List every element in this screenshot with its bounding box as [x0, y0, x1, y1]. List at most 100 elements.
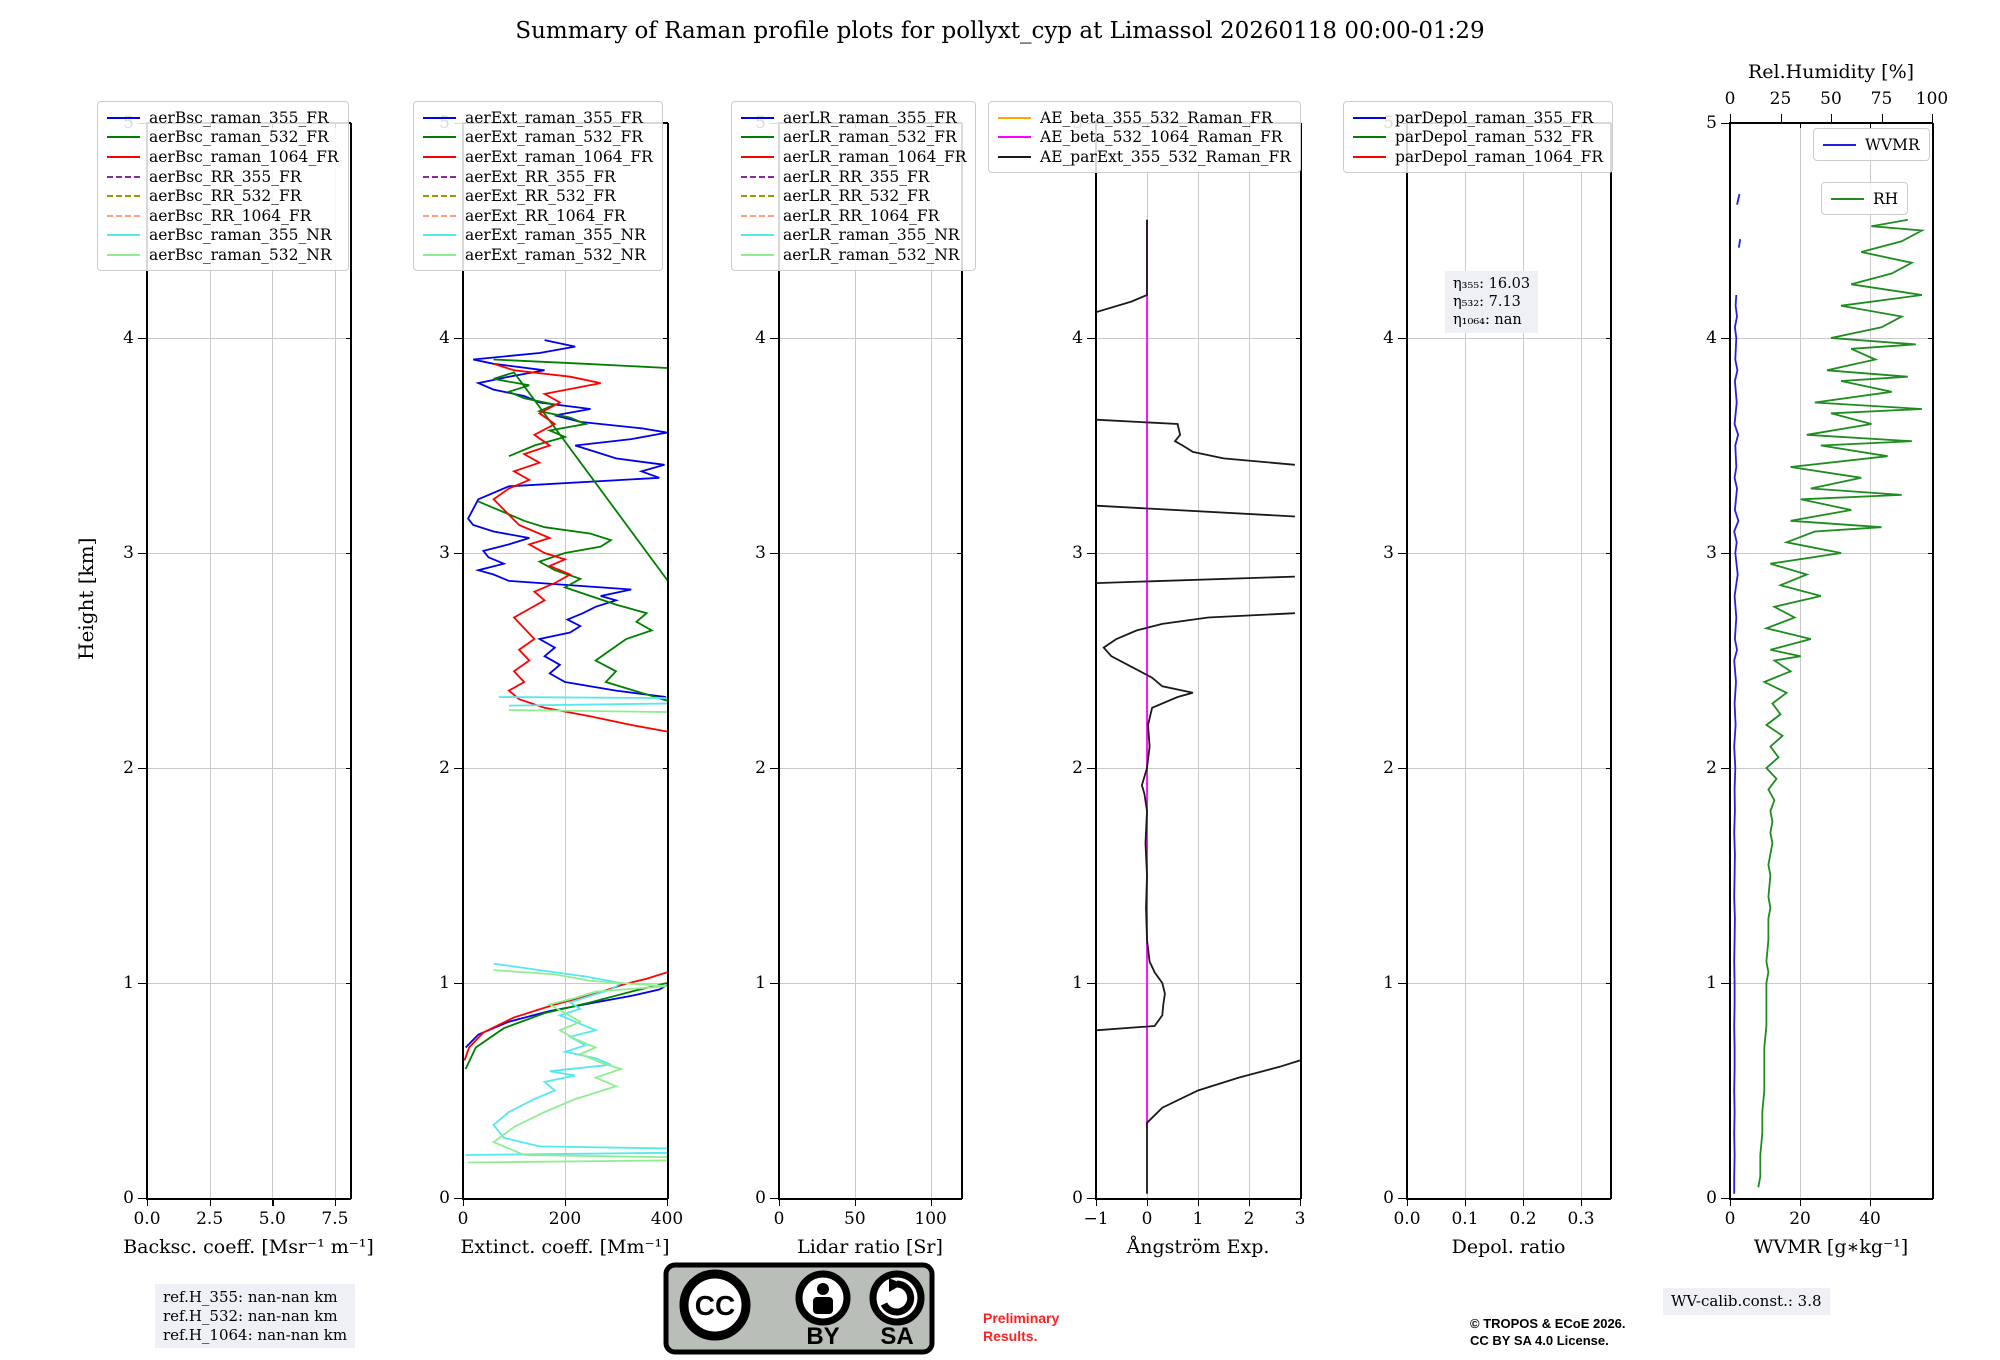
- legend-item: parDepol_raman_355_FR: [1353, 108, 1603, 128]
- y-tick-label: 2: [1706, 758, 1717, 778]
- legend-item-label: aerBsc_raman_1064_FR: [149, 147, 339, 166]
- v-gridline: [930, 123, 932, 1198]
- h-gridline: [463, 768, 667, 769]
- y-tick-inner: [1928, 338, 1933, 340]
- y-tick-inner: [1606, 983, 1611, 985]
- x-tick-label: 0: [1141, 1209, 1153, 1229]
- curve-aerExt_raman_532_NR: [508, 709, 667, 713]
- x-tick-inner: [1870, 123, 1872, 128]
- y-tick: [1087, 1198, 1095, 1200]
- curve-aerExt_raman_532_FR: [464, 982, 667, 1070]
- h-gridline: [779, 983, 961, 984]
- x-tick: [1300, 1198, 1302, 1206]
- legend-item-label: aerLR_raman_355_NR: [783, 226, 960, 245]
- y-tick: [1721, 1198, 1729, 1200]
- legend-item-label: aerBsc_raman_532_NR: [149, 245, 332, 264]
- rh-tick: [1932, 114, 1934, 122]
- v-gridline: [565, 123, 566, 1198]
- y-tick-label: 4: [755, 328, 766, 348]
- y-tick: [770, 553, 778, 555]
- legend-depol: parDepol_raman_355_FR parDepol_raman_532_…: [1343, 101, 1614, 173]
- y-tick: [454, 338, 462, 340]
- x-tick-label: 0: [773, 1209, 785, 1229]
- x-tick: [779, 1198, 781, 1206]
- legend-item-label: aerLR_RR_532_FR: [783, 187, 930, 206]
- h-gridline: [1730, 768, 1932, 769]
- legend-item-label: aerExt_RR_532_FR: [465, 187, 616, 206]
- y-tick: [1721, 768, 1729, 770]
- legend-line-sample: [741, 116, 774, 119]
- y-tick-label: 3: [439, 543, 450, 563]
- y-tick-inner: [1928, 1198, 1933, 1200]
- legend-line-sample: [423, 136, 456, 139]
- left-spine: [1406, 123, 1408, 1199]
- legend-item-label: AE_beta_532_1064_Raman_FR: [1040, 128, 1283, 147]
- v-gridline: [1870, 123, 1872, 1198]
- legend-line-sample: [107, 175, 140, 178]
- curve-aerExt_raman_355_NR: [498, 696, 667, 699]
- x-tick-label: −1: [1083, 1209, 1109, 1229]
- legend-item-label: aerBsc_RR_532_FR: [149, 187, 302, 206]
- legend-item-label: aerBsc_raman_355_FR: [149, 108, 329, 127]
- rh-tick: [1780, 114, 1782, 122]
- y-tick: [454, 553, 462, 555]
- eta-annotation: η₃₅₅: 16.03 η₅₃₂: 7.13 η₁₀₆₄: nan: [1445, 271, 1539, 334]
- x-tick: [209, 1198, 212, 1206]
- cc-icon: [679, 1269, 751, 1341]
- legend-line-sample: [107, 136, 140, 139]
- x-tick: [463, 1198, 465, 1206]
- legend-item-label: aerExt_RR_1064_FR: [465, 206, 626, 225]
- bottom-spine: [778, 1198, 962, 1200]
- curve-aerExt_raman_532_FR: [477, 500, 667, 702]
- legend-backsc: aerBsc_raman_355_FR aerBsc_raman_532_FR ae…: [97, 101, 349, 271]
- curve-AE_parExt_355_532_Raman_FR: [1096, 219, 1148, 314]
- left-spine: [462, 123, 464, 1199]
- legend-item: aerLR_raman_1064_FR: [741, 147, 966, 167]
- x-tick-label: 0.0: [1393, 1209, 1421, 1229]
- x-axis-title-depol: Depol. ratio: [1451, 1236, 1566, 1258]
- legend-item: aerLR_RR_1064_FR: [741, 206, 966, 226]
- legend-item-label: aerBsc_raman_355_NR: [149, 226, 332, 245]
- legend-item: parDepol_raman_1064_FR: [1353, 147, 1603, 167]
- y-tick-inner: [346, 1198, 351, 1200]
- y-tick-inner: [1606, 1198, 1611, 1200]
- y-tick: [454, 1198, 462, 1200]
- legend-item: aerLR_raman_532_FR: [741, 128, 966, 148]
- rh-tick-label: 50: [1820, 89, 1842, 109]
- x-tick-label: 20: [1789, 1209, 1811, 1229]
- y-tick: [770, 338, 778, 340]
- preliminary-results-stamp: Preliminary Results.: [983, 1310, 1060, 1344]
- y-tick: [454, 768, 462, 770]
- legend-item-label: aerLR_RR_1064_FR: [783, 206, 940, 225]
- y-tick-label: 3: [755, 543, 766, 563]
- y-tick-inner: [663, 338, 668, 340]
- y-tick-label: 3: [1072, 543, 1083, 563]
- legend-item: aerLR_RR_355_FR: [741, 167, 966, 187]
- h-gridline: [1096, 338, 1300, 339]
- y-tick-inner: [1928, 123, 1933, 125]
- legend-line-sample: [423, 116, 456, 119]
- x-tick-label: 2.5: [196, 1209, 224, 1229]
- y-tick-label: 4: [439, 328, 450, 348]
- x-tick: [1465, 1198, 1467, 1206]
- y-tick: [770, 1198, 778, 1200]
- x-tick-label: 0.0: [133, 1209, 161, 1229]
- y-tick-label: 3: [1383, 543, 1394, 563]
- legend-lidar_ratio: aerLR_raman_355_FR aerLR_raman_532_FR aerL…: [731, 101, 977, 271]
- legend-item: aerExt_raman_355_NR: [423, 226, 653, 246]
- bottom-spine: [146, 1198, 351, 1200]
- legend-item: RH: [1831, 189, 1898, 209]
- legend-item: aerExt_raman_532_NR: [423, 245, 653, 265]
- y-tick-inner: [1296, 768, 1301, 770]
- y-axis-label: Height [km]: [74, 537, 98, 660]
- x-tick: [272, 1198, 274, 1206]
- left-spine: [146, 123, 148, 1199]
- x-tick: [1800, 1198, 1802, 1206]
- legend-item: aerBsc_raman_532_NR: [107, 245, 339, 265]
- legend-item: aerBsc_RR_355_FR: [107, 167, 339, 187]
- y-tick-inner: [1296, 1198, 1301, 1200]
- x-tick: [1581, 1198, 1583, 1206]
- x-axis-title-lidar_ratio: Lidar ratio [Sr]: [797, 1236, 943, 1258]
- curves-backsc: [147, 123, 350, 1198]
- x-tick-label: 3: [1294, 1209, 1306, 1229]
